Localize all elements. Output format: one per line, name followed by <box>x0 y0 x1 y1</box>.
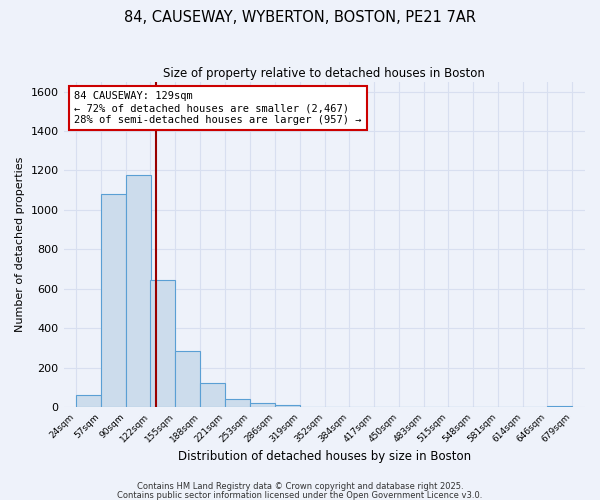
Bar <box>126 176 151 407</box>
Bar <box>101 194 126 407</box>
Bar <box>200 384 226 407</box>
Bar <box>175 351 200 407</box>
Y-axis label: Number of detached properties: Number of detached properties <box>15 156 25 332</box>
Bar <box>275 405 299 407</box>
Bar <box>226 399 250 407</box>
Text: Contains HM Land Registry data © Crown copyright and database right 2025.: Contains HM Land Registry data © Crown c… <box>137 482 463 491</box>
Bar <box>250 403 275 407</box>
Text: 84 CAUSEWAY: 129sqm
← 72% of detached houses are smaller (2,467)
28% of semi-det: 84 CAUSEWAY: 129sqm ← 72% of detached ho… <box>74 92 361 124</box>
Bar <box>547 406 572 407</box>
X-axis label: Distribution of detached houses by size in Boston: Distribution of detached houses by size … <box>178 450 471 462</box>
Bar <box>151 280 175 407</box>
Text: 84, CAUSEWAY, WYBERTON, BOSTON, PE21 7AR: 84, CAUSEWAY, WYBERTON, BOSTON, PE21 7AR <box>124 10 476 25</box>
Title: Size of property relative to detached houses in Boston: Size of property relative to detached ho… <box>163 68 485 80</box>
Text: Contains public sector information licensed under the Open Government Licence v3: Contains public sector information licen… <box>118 490 482 500</box>
Bar <box>76 395 101 407</box>
